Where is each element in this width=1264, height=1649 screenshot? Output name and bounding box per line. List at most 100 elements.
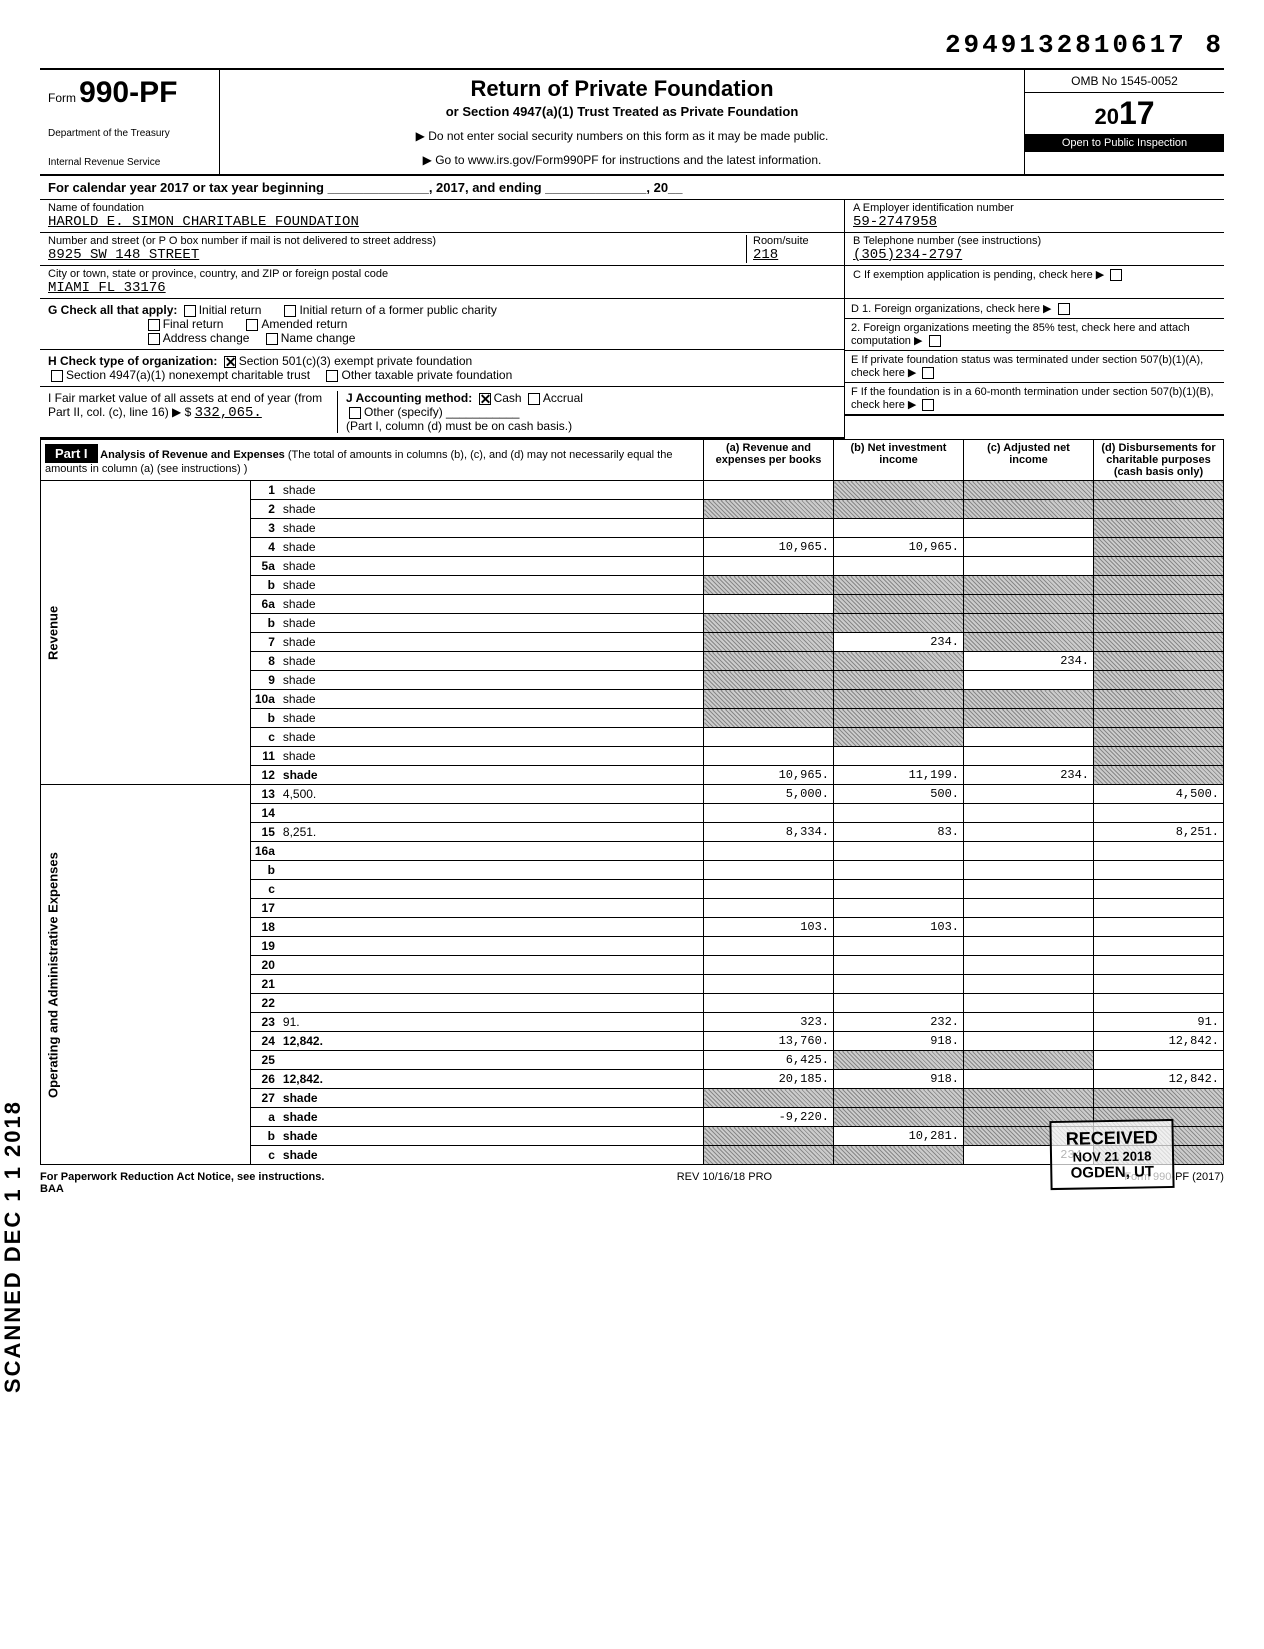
initial-return-checkbox[interactable] [184,305,196,317]
cell-b: 10,965. [834,538,964,557]
line-description: shade [279,538,704,557]
box-a-label: A Employer identification number [853,202,1216,214]
telephone: (305)234-2797 [853,247,1216,263]
received-stamp: RECEIVED NOV 21 2018 OGDEN, UT [1049,1119,1174,1190]
line-number: 20 [250,956,279,975]
cell-b [834,595,964,614]
line-description: 4,500. [279,785,704,804]
line-description: shade [279,728,704,747]
line-number: 22 [250,994,279,1013]
cell-d [1094,538,1224,557]
d2-checkbox[interactable] [929,335,941,347]
j-note: (Part I, column (d) must be on cash basi… [346,419,572,433]
cell-d: 91. [1094,1013,1224,1032]
address-change-checkbox[interactable] [148,333,160,345]
form-note-1: ▶ Do not enter social security numbers o… [230,129,1014,143]
received-date: NOV 21 2018 [1066,1148,1158,1165]
section-ghi: G Check all that apply: Initial return I… [40,299,1224,439]
cell-c [964,671,1094,690]
cell-b: 234. [834,633,964,652]
year-prefix: 20 [1094,104,1118,129]
line-description [279,975,704,994]
foundation-name: HAROLD E. SIMON CHARITABLE FOUNDATION [48,214,836,230]
table-row: Operating and Administrative Expenses134… [41,785,1224,804]
foundation-info: Name of foundation HAROLD E. SIMON CHARI… [40,200,1224,299]
line-description [279,937,704,956]
cell-a: 20,185. [704,1070,834,1089]
cell-c [964,576,1094,595]
initial-return-former-checkbox[interactable] [284,305,296,317]
d1-checkbox[interactable] [1058,303,1070,315]
line-description [279,956,704,975]
header-left: Form 990-PF Department of the Treasury I… [40,70,220,174]
cell-b [834,519,964,538]
line-number: 11 [250,747,279,766]
line-number: 24 [250,1032,279,1051]
cell-d [1094,975,1224,994]
box-c-checkbox[interactable] [1110,269,1122,281]
cell-a [704,728,834,747]
section-ij: I Fair market value of all assets at end… [40,387,844,439]
cell-d [1094,557,1224,576]
other-method-checkbox[interactable] [349,407,361,419]
cell-c [964,1051,1094,1070]
cell-a: 10,965. [704,538,834,557]
cell-c [964,633,1094,652]
cell-d [1094,519,1224,538]
line-number: 15 [250,823,279,842]
cell-c [964,804,1094,823]
cell-b [834,842,964,861]
cell-c [964,861,1094,880]
j-label: J Accounting method: [346,391,472,405]
f-checkbox[interactable] [922,399,934,411]
cell-d [1094,842,1224,861]
room-label: Room/suite [753,235,836,247]
line-number: 21 [250,975,279,994]
line-description: shade [279,557,704,576]
col-d-header: (d) Disbursements for charitable purpose… [1094,440,1224,481]
other-taxable-checkbox[interactable] [326,370,338,382]
cell-a: 323. [704,1013,834,1032]
line-number: 26 [250,1070,279,1089]
line-number: c [250,880,279,899]
line-number: 13 [250,785,279,804]
4947a1-checkbox[interactable] [51,370,63,382]
h-opt-2: Section 4947(a)(1) nonexempt charitable … [66,368,310,382]
line-description: shade [279,614,704,633]
cell-a [704,880,834,899]
name-change-checkbox[interactable] [266,333,278,345]
cell-a [704,500,834,519]
501c3-checkbox[interactable] [224,356,236,368]
header-right: OMB No 1545-0052 20201717 Open to Public… [1024,70,1224,174]
name-label: Name of foundation [48,202,836,214]
amended-return-checkbox[interactable] [246,319,258,331]
cell-d [1094,690,1224,709]
line-description [279,918,704,937]
line-number: b [250,709,279,728]
line-number: 8 [250,652,279,671]
cell-d [1094,994,1224,1013]
cell-d [1094,576,1224,595]
final-return-checkbox[interactable] [148,319,160,331]
line-number: 17 [250,899,279,918]
cell-c [964,956,1094,975]
cell-a [704,899,834,918]
cell-d [1094,956,1224,975]
tax-year: 20201717 [1025,93,1224,134]
line-description: shade [279,690,704,709]
cell-a [704,994,834,1013]
cell-d [1094,861,1224,880]
g-label: G Check all that apply: [48,303,177,317]
e-checkbox[interactable] [922,367,934,379]
cell-c [964,1089,1094,1108]
line-number: 23 [250,1013,279,1032]
cell-d [1094,481,1224,500]
cash-checkbox[interactable] [479,393,491,405]
line-description: shade [279,633,704,652]
j-opt-3: Other (specify) [364,405,443,419]
part1-table: Part I Analysis of Revenue and Expenses … [40,439,1224,1165]
city-label: City or town, state or province, country… [48,268,836,280]
cell-b [834,804,964,823]
cell-d [1094,709,1224,728]
accrual-checkbox[interactable] [528,393,540,405]
